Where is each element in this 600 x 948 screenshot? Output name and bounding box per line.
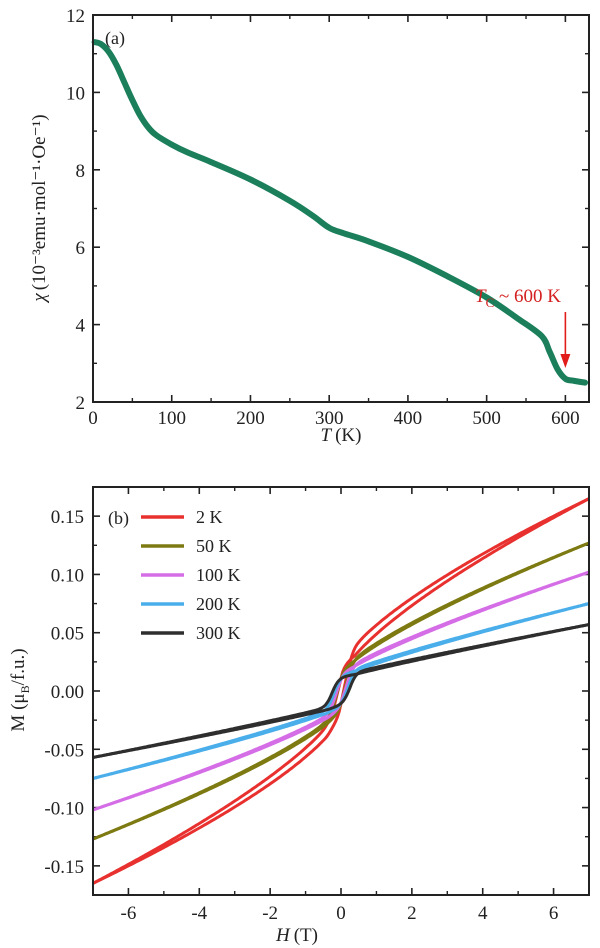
panel-a-x-tick-label: 200: [236, 408, 265, 429]
panel-a-y-tick-label: 8: [76, 161, 86, 182]
legend-item: 100 K: [141, 565, 241, 585]
panel-b-y-tick-label: 0.05: [51, 624, 84, 645]
legend-label: 100 K: [196, 565, 241, 585]
panel-b-y-tick-label: 0.15: [51, 507, 84, 528]
panel-b-y-tick-label: -0.10: [44, 799, 84, 820]
panel-b-x-title: H (T): [275, 925, 318, 946]
tc-annotation: TC ~ 600 K: [475, 286, 571, 368]
legend-item: 2 K: [141, 507, 223, 527]
panel-b-y-tick-label: -0.15: [44, 857, 84, 878]
panel-b-y-tick-label: 0.10: [51, 565, 84, 586]
chi-curve: [91, 39, 589, 386]
mh-curve-300k-down-sweep: [92, 623, 590, 759]
panel-a-y-tick-label: 4: [76, 316, 86, 337]
panel-a-y-tick-label: 6: [76, 238, 86, 259]
panel-b-x-tick-label: -6: [121, 903, 137, 924]
panel-a-x-tick-label: 600: [551, 408, 580, 429]
legend-label: 50 K: [196, 536, 232, 556]
mh-curve-100k-up-sweep: [92, 570, 590, 812]
panel-a-series: [91, 39, 589, 386]
panel-b-x-tick-label: 2: [407, 903, 417, 924]
panel-a-x-tick-label: 400: [394, 408, 423, 429]
panel-a-y-tick-label: 12: [66, 6, 85, 27]
legend-label: 2 K: [196, 507, 223, 527]
panel-b-y-title: M (μB/f.u.): [8, 648, 32, 731]
legend-item: 300 K: [141, 623, 241, 643]
panel-b-x-tick-label: -4: [191, 903, 207, 924]
panel-b-frame: [92, 486, 590, 896]
panel-b-x-tick-label: 6: [549, 903, 559, 924]
legend-item: 200 K: [141, 594, 241, 614]
mh-curve-50k-down-sweep: [92, 541, 590, 841]
panel-a-y-tick-label: 2: [76, 393, 86, 414]
legend-item: 50 K: [141, 536, 232, 556]
panel-b-label: (b): [108, 508, 129, 529]
panel-a-label: (a): [105, 28, 125, 49]
legend-label: 200 K: [196, 594, 241, 614]
panel-a-ticks: 0 100 200 300 400 500 600 2 4 6 8 10 12: [66, 6, 589, 429]
tc-annotation-label: TC ~ 600 K: [475, 286, 561, 310]
tc-arrow-head: [560, 354, 571, 368]
panel-a-x-tick-label: 0: [88, 408, 98, 429]
panel-a-x-tick-label: 500: [472, 408, 501, 429]
mh-curve-100k-down-sweep: [92, 570, 590, 812]
mh-curve-2k-down-sweep: [92, 497, 590, 885]
legend-label: 300 K: [196, 623, 241, 643]
panel-a-y-tick-label: 10: [66, 83, 85, 104]
panel-b-ticks: -6 -4 -2 0 2 4 6 -0.15 -0.10 -0.05 0.00 0.05 0.10 0.1…: [44, 487, 589, 924]
panel-b-y-tick-label: -0.05: [44, 740, 84, 761]
panel-a-y-title: χ(10⁻³emu·mol⁻¹·Oe⁻¹): [29, 114, 50, 303]
panel-b-x-tick-label: 0: [336, 903, 346, 924]
panel-b-legend: 2 K 50 K 100 K 200 K 300 K: [141, 507, 241, 643]
panel-b-series: [92, 497, 590, 885]
panel-b-x-tick-label: -2: [262, 903, 278, 924]
panel-b-y-tick-label: 0.00: [51, 682, 84, 703]
panel-a-x-tick-label: 300: [315, 408, 344, 429]
panel-a-x-title: T (K): [321, 425, 362, 446]
mh-curve-200k-down-sweep: [92, 602, 590, 780]
panel-a-chi-vs-t: 0 100 200 300 400 500 600 2 4 6 8 10 12 (a) TC ~ 600…: [29, 6, 590, 446]
panel-a-x-tick-label: 100: [157, 408, 186, 429]
panel-b-m-vs-h: -6 -4 -2 0 2 4 6 -0.15 -0.10 -0.05 0.00 0.05 0.10 0.1…: [8, 486, 590, 946]
mh-curve-300k-up-sweep: [92, 623, 590, 759]
mh-curve-50k-up-sweep: [92, 541, 590, 841]
panel-b-x-tick-label: 4: [478, 903, 488, 924]
mh-curve-200k-up-sweep: [92, 602, 590, 780]
mh-curve-2k-up-sweep: [92, 497, 590, 885]
panel-a-frame: [92, 14, 590, 403]
